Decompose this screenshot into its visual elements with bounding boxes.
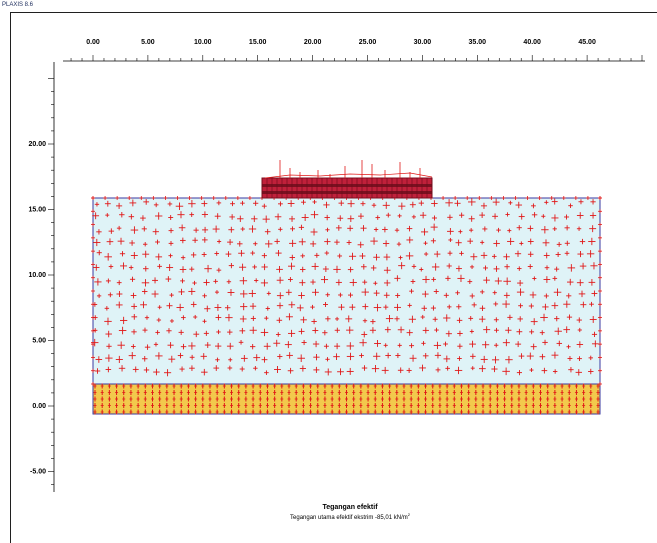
y-tick-label: 20.00 — [28, 141, 46, 148]
x-tick-label: 45.00 — [578, 39, 596, 46]
y-tick-label: 10.00 — [28, 272, 46, 279]
x-tick-label: 20.00 — [304, 39, 322, 46]
y-tick-label: 5.00 — [32, 338, 46, 345]
x-axis-ruler: 0.00 5.00 10.00 15.00 20.00 25.00 30.00 35.00 40… — [63, 39, 645, 62]
stress-markers — [91, 196, 602, 386]
x-tick-label: 25.00 — [359, 39, 377, 46]
caption-unit-superscript: 2 — [408, 512, 411, 517]
y-tick-label: -5.00 — [30, 469, 46, 476]
foundation-structure — [261, 160, 433, 199]
band-stress-markers — [93, 383, 600, 415]
y-tick-label: 0.00 — [32, 403, 46, 410]
caption-subtitle-text: Tegangan utama efektif ekstrim -85,01 kN… — [290, 515, 408, 521]
x-tick-label: 40.00 — [523, 39, 541, 46]
x-tick-label: 0.00 — [86, 39, 100, 46]
x-tick-label: 15.00 — [249, 39, 267, 46]
x-tick-label: 30.00 — [414, 39, 432, 46]
x-tick-label: 10.00 — [194, 39, 212, 46]
x-tick-label: 35.00 — [469, 39, 487, 46]
x-tick-label: 5.00 — [141, 39, 155, 46]
y-axis-ruler: 20.00 15.00 10.00 5.00 0.00 -5.00 — [28, 62, 55, 492]
caption-title: Tegangan efektif — [322, 504, 378, 511]
caption-subtitle: Tegangan utama efektif ekstrim -85,01 kN… — [290, 512, 411, 521]
window-title: PLAXIS 8.6 — [2, 2, 34, 8]
y-tick-label: 15.00 — [28, 207, 46, 214]
